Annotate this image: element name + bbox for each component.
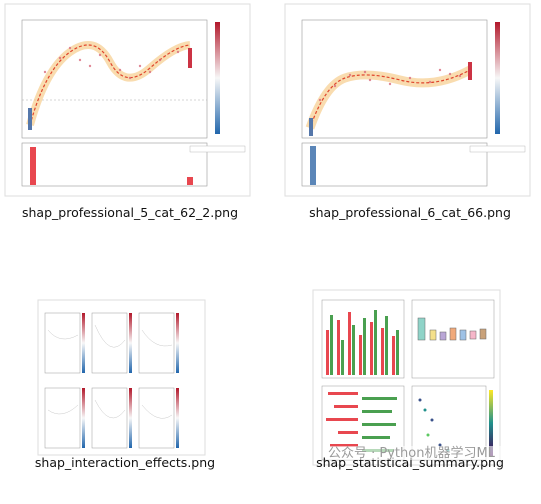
file-name: shap_interaction_effects.png <box>35 455 215 470</box>
file-name: shap_professional_6_cat_66.png <box>309 205 511 220</box>
thumbnail[interactable]: shap_interaction_effects.png <box>35 299 215 470</box>
thumbnail[interactable]: shap_professional_6_cat_66.png <box>284 3 531 220</box>
thumbnail[interactable]: shap_statistical_summary.png <box>312 289 504 470</box>
thumbnail[interactable]: shap_professional_5_cat_62_2.png <box>4 3 251 220</box>
watermark: 公众号 · Python机器学习ML <box>328 445 496 461</box>
watermark-bg <box>326 446 536 460</box>
file-name: shap_professional_5_cat_62_2.png <box>22 205 238 220</box>
